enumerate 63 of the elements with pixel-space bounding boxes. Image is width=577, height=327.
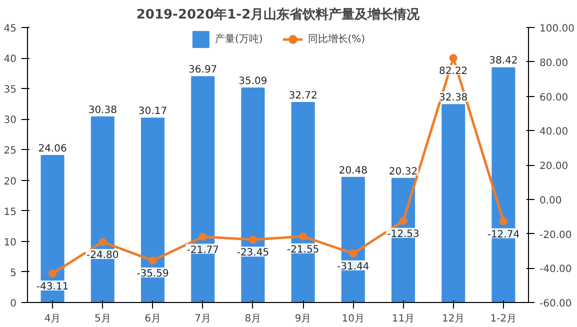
y-tick-label: 40	[4, 54, 17, 66]
x-tick-label: 7月	[194, 314, 212, 324]
point	[449, 54, 458, 62]
data-label: -12.74	[487, 229, 520, 240]
x-tick-label: 8月	[244, 314, 262, 324]
data-label: -23.45	[236, 248, 270, 259]
point	[349, 249, 358, 258]
y2-tick-label: -20.00	[540, 230, 572, 241]
data-label: 20.48	[338, 165, 368, 176]
x-tick-label: 10月	[342, 314, 365, 324]
data-label: 20.32	[388, 166, 418, 178]
data-label: 30.38	[88, 104, 117, 116]
y2-tick-label: -40.00	[540, 264, 572, 276]
data-label: -24.80	[86, 250, 119, 261]
data-label: -21.77	[186, 244, 219, 256]
data-label: 32.72	[288, 90, 318, 102]
y-tick-label: 45	[4, 24, 17, 34]
data-label: 38.42	[489, 56, 518, 67]
y-tick-label: 15	[4, 206, 17, 218]
data-label: -21.55	[286, 244, 320, 256]
data-label: -43.11	[36, 281, 69, 292]
point	[98, 238, 107, 246]
x-tick-label: 1-2月	[490, 314, 517, 324]
bar	[442, 104, 466, 302]
data-label: 36.97	[188, 64, 218, 76]
point	[248, 236, 257, 244]
data-label: -12.53	[387, 228, 420, 240]
y-tick-label: 30	[4, 115, 17, 126]
y2-tick-label: 20.00	[540, 161, 568, 172]
x-tick-label: 12月	[442, 314, 465, 324]
data-label: 82.22	[439, 66, 468, 78]
data-label: 35.09	[238, 76, 268, 88]
point	[148, 256, 157, 265]
y2-tick-label: 0.00	[540, 195, 562, 206]
y2-tick-label: 80.00	[540, 58, 568, 69]
x-tick-label: 11月	[392, 314, 415, 324]
x-tick-label: 4月	[44, 314, 61, 324]
point	[399, 216, 408, 225]
legend-label: 同比增长(%)	[308, 32, 366, 46]
x-tick-label: 5月	[94, 314, 111, 324]
data-label: 24.06	[38, 143, 67, 154]
legend-label: 产量(万吨)	[214, 32, 263, 46]
y-tick-label: 25	[4, 146, 17, 157]
point	[299, 232, 308, 240]
y-tick-label: 20	[4, 176, 17, 188]
x-tick-label: 9月	[294, 314, 312, 324]
y-tick-label: 35	[4, 84, 17, 96]
point	[48, 269, 57, 278]
chart-title: 2019-2020年1-2月山东省饮料产量及增长情况	[136, 6, 421, 22]
point	[198, 232, 207, 241]
point	[499, 217, 508, 226]
y2-tick-label: -60.00	[540, 298, 572, 310]
data-label: -35.59	[136, 268, 169, 280]
y2-tick-label: 100.00	[540, 24, 574, 34]
data-label: -31.44	[337, 261, 370, 272]
y2-tick-label: 40.00	[540, 126, 568, 138]
y-tick-label: 0	[10, 298, 17, 310]
x-tick-label: 6月	[144, 314, 161, 324]
data-label: 30.17	[138, 106, 168, 118]
data-label: 32.38	[439, 92, 468, 104]
y-tick-label: 10	[4, 237, 17, 248]
y-tick-label: 5	[10, 268, 17, 279]
y2-tick-label: 60.00	[540, 92, 568, 104]
